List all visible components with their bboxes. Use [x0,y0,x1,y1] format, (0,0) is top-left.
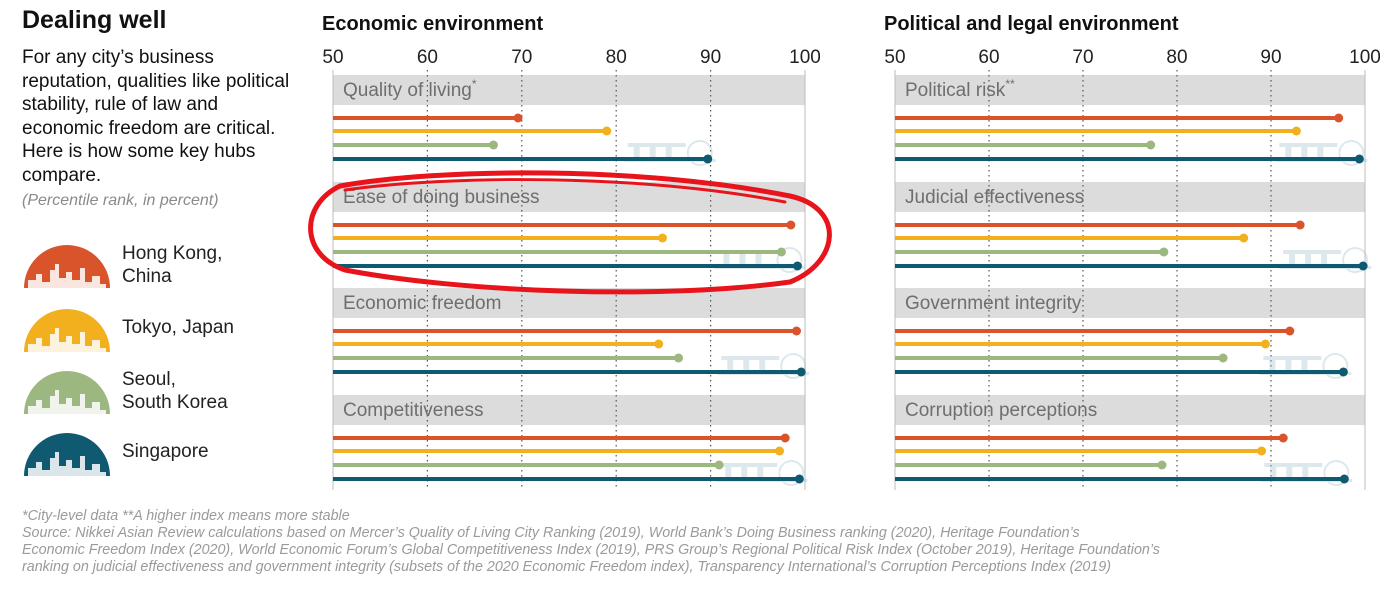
red-circle-annotation [308,170,832,295]
category-label: Quality of living* [343,77,477,101]
tick-label: 90 [700,47,721,68]
bar-end-dot [1358,261,1368,271]
bar-end-dot [602,126,612,136]
tick-label: 50 [884,47,905,68]
bar-end-dot [1295,220,1305,230]
bar-end-dot [1354,154,1364,164]
bar-end-dot [794,474,804,484]
bar-end-dot [513,113,523,123]
intro-text: For any city’s business reputation, qual… [22,47,290,186]
category-label: Competitiveness [343,400,483,421]
bar-end-dot [1338,367,1348,377]
legend-item-tokyo: Tokyo, Japan [22,304,292,368]
bar-end-dot [1159,247,1169,257]
chart-panel-2: Political and legal environment 50 60 70 80 9… [884,13,1381,490]
bar-end-dot [1291,126,1301,136]
footer-line: ranking on judicial effectiveness and go… [22,559,1112,575]
category-label: Judicial effectiveness [905,187,1084,208]
tick-label: 50 [322,47,343,68]
category-label: Government integrity [905,293,1082,314]
category-label: Economic freedom [343,293,501,314]
category-label: Political risk** [905,77,1015,101]
tick-label: 90 [1260,47,1281,68]
legend-label-line: South Korea [122,392,228,413]
legend-label-line: Seoul, [122,369,176,390]
singapore-watermark-icon [1260,460,1353,486]
category-band [895,288,1365,318]
legend-item-hk: Hong Kong, China [22,240,292,304]
bar-end-dot [1157,460,1167,470]
singapore-watermark-icon [1259,353,1352,379]
legend-label-line: Hong Kong, [122,243,223,264]
footer-notes: *City-level data **A higher index means … [22,508,1392,576]
bar-end-dot [1257,446,1267,456]
legend-label: Tokyo, Japan [122,316,234,339]
category-band [895,395,1365,425]
hong-kong-skyline-icon [24,245,110,288]
tick-label: 60 [978,47,999,68]
legend-item-seoul: Seoul, South Korea [22,366,292,430]
category-band [333,395,805,425]
red-circle-annotation-stroke [343,178,787,204]
bar-end-dot [1218,353,1228,363]
bar-end-dot [786,220,796,230]
singapore-watermark-icon [717,353,810,379]
tick-label: 100 [789,47,821,68]
bar-end-dot [1285,326,1295,336]
bar-end-dot [1239,233,1249,243]
tick-label: 80 [606,47,627,68]
chart-title: Economic environment [322,13,543,35]
tick-label: 70 [1072,47,1093,68]
tick-label: 100 [1349,47,1381,68]
seoul-skyline-icon [24,371,110,414]
page-title: Dealing well [22,6,167,34]
bar-end-dot [488,140,498,150]
tick-label: 70 [511,47,532,68]
singapore-watermark-icon [623,140,716,166]
bar-end-dot [714,460,724,470]
bar-end-dot [780,433,790,443]
bar-end-dot [796,367,806,377]
singapore-watermark-icon [715,460,808,486]
tick-label: 80 [1166,47,1187,68]
bar-end-dot [792,326,802,336]
bar-end-dot [703,154,713,164]
bar-end-dot [1278,433,1288,443]
category-band [895,182,1365,212]
bar-end-dot [775,446,785,456]
bar-end-dot [1146,140,1156,150]
category-label: Corruption perceptions [905,400,1097,421]
unit-note: (Percentile rank, in percent) [22,192,219,209]
bar-end-dot [657,233,667,243]
category-label: Ease of doing business [343,187,539,208]
singapore-watermark-icon [1275,140,1368,166]
singapore-skyline-icon [24,433,110,476]
chart-title: Political and legal environment [884,13,1179,35]
bar-end-dot [776,247,786,257]
singapore-watermark-icon [1279,247,1372,273]
legend-label-line: Singapore [122,441,209,462]
legend-label: Hong Kong, China [122,242,222,288]
legend-item-singapore: Singapore [22,428,292,492]
legend-label-line: Tokyo, Japan [122,317,234,338]
legend-label: Seoul, South Korea [122,368,228,414]
footer-line: Source: Nikkei Asian Review calculations… [22,525,1080,541]
footer-line: *City-level data **A higher index means … [22,508,350,524]
bar-end-dot [1334,113,1344,123]
chart-panel-1: Economic environment 50 60 70 80 90 100 Quality… [322,13,821,490]
footer-line: Economic Freedom Index (2020), World Eco… [22,542,1160,558]
bar-end-dot [792,261,802,271]
bar-end-dot [1339,474,1349,484]
legend-label: Singapore [122,440,209,463]
bar-end-dot [654,339,664,349]
category-band [333,75,805,105]
legend-label-line: China [122,266,172,287]
category-band [895,75,1365,105]
tick-label: 60 [417,47,438,68]
bar-end-dot [674,353,684,363]
tokyo-skyline-icon [24,309,110,352]
bar-end-dot [1260,339,1270,349]
